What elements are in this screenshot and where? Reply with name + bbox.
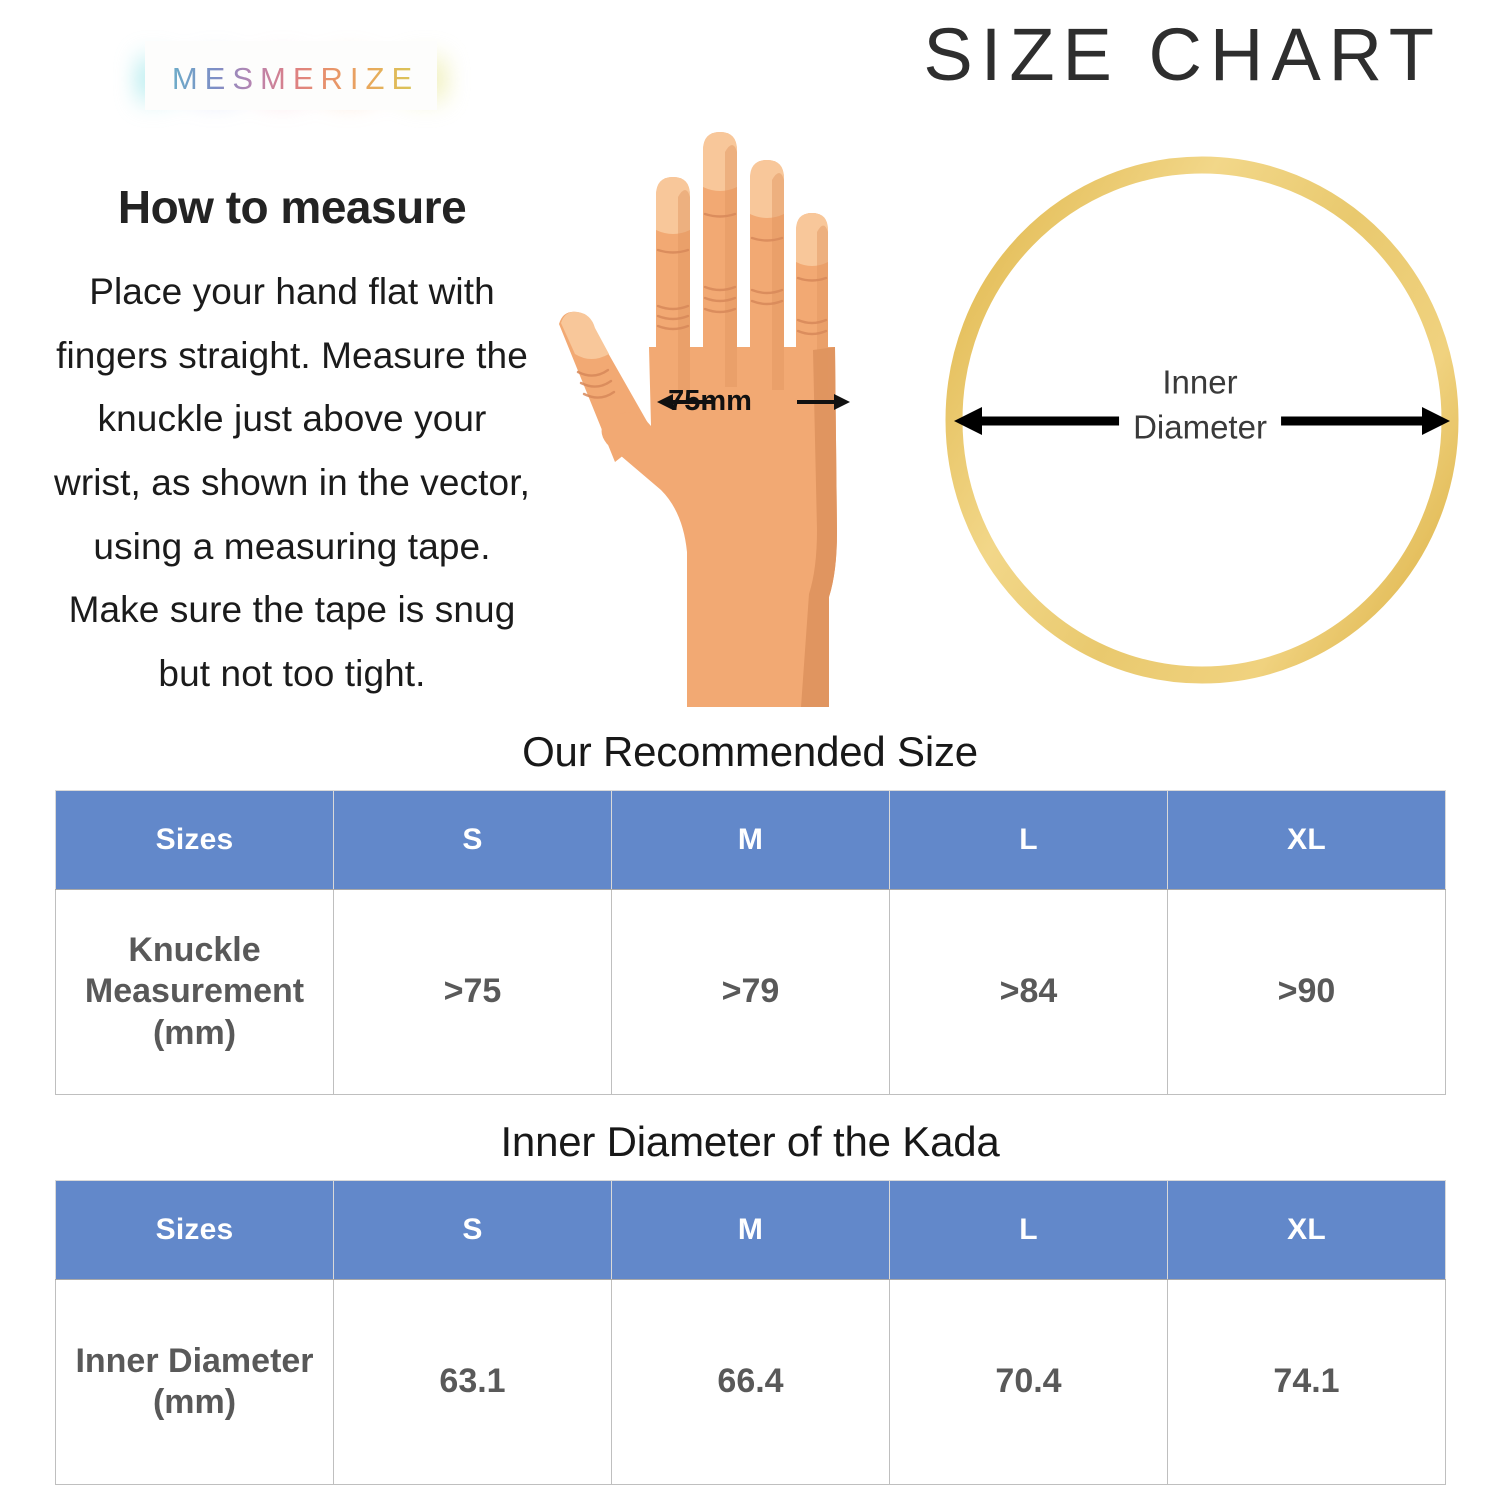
table-1-cell-s: >75 bbox=[333, 889, 612, 1095]
ring-diameter-label: Inner Diameter bbox=[1119, 360, 1281, 450]
table-2-row-label: Inner Diameter (mm) bbox=[55, 1279, 334, 1485]
table-row: Inner Diameter (mm) 63.1 66.4 70.4 74.1 bbox=[55, 1279, 1446, 1485]
table-1-header-l: L bbox=[889, 790, 1168, 890]
kada-ring-icon bbox=[945, 156, 1459, 684]
table-1-cell-l: >84 bbox=[889, 889, 1168, 1095]
brand-logo: MESMERIZE bbox=[133, 28, 451, 130]
hand-illustration-icon bbox=[559, 132, 850, 707]
table-1-header-m: M bbox=[611, 790, 890, 890]
logo-wordmark: MESMERIZE bbox=[133, 61, 451, 97]
how-to-measure-heading: How to measure bbox=[117, 181, 467, 233]
recommended-size-table: Sizes S M L XL Knuckle Measurement (mm) … bbox=[55, 790, 1446, 1095]
table-1-cell-m: >79 bbox=[611, 889, 890, 1095]
table-2-header-xl: XL bbox=[1167, 1180, 1446, 1280]
table-2-cell-m: 66.4 bbox=[611, 1279, 890, 1485]
table-2-title: Inner Diameter of the Kada bbox=[500, 1118, 1000, 1165]
table-2-cell-s: 63.1 bbox=[333, 1279, 612, 1485]
table-1-title: Our Recommended Size bbox=[522, 728, 978, 775]
table-2-header-m: M bbox=[611, 1180, 890, 1280]
table-row: Knuckle Measurement (mm) >75 >79 >84 >90 bbox=[55, 889, 1446, 1095]
inner-diameter-table: Sizes S M L XL Inner Diameter (mm) 63.1 … bbox=[55, 1180, 1446, 1485]
how-to-measure-body: Place your hand flat with fingers straig… bbox=[54, 271, 530, 694]
page-title: SIZE CHART bbox=[923, 13, 1442, 96]
how-to-measure-section: How to measure Place your hand flat with… bbox=[52, 180, 532, 705]
hand-diagram: 75mm bbox=[545, 132, 875, 707]
table-2-cell-l: 70.4 bbox=[889, 1279, 1168, 1485]
table-header-row: Sizes S M L XL bbox=[55, 790, 1446, 890]
table-header-row: Sizes S M L XL bbox=[55, 1180, 1446, 1280]
table-1-header-sizes: Sizes bbox=[55, 790, 334, 890]
ring-diameter-arrow-icon bbox=[954, 407, 1450, 435]
ring-diagram: Inner Diameter bbox=[940, 155, 1460, 685]
table-1-cell-xl: >90 bbox=[1167, 889, 1446, 1095]
hand-measure-arrow-icon bbox=[657, 394, 850, 410]
table-1-header-xl: XL bbox=[1167, 790, 1446, 890]
table-2-header-sizes: Sizes bbox=[55, 1180, 334, 1280]
ring-label-line-1: Inner bbox=[1162, 363, 1238, 401]
logo-plate bbox=[145, 41, 437, 110]
ring-label-line-2: Diameter bbox=[1133, 408, 1267, 445]
table-1-header-s: S bbox=[333, 790, 612, 890]
table-2-header-s: S bbox=[333, 1180, 612, 1280]
table-2-header-l: L bbox=[889, 1180, 1168, 1280]
table-2-cell-xl: 74.1 bbox=[1167, 1279, 1446, 1485]
table-1-row-label: Knuckle Measurement (mm) bbox=[55, 889, 334, 1095]
